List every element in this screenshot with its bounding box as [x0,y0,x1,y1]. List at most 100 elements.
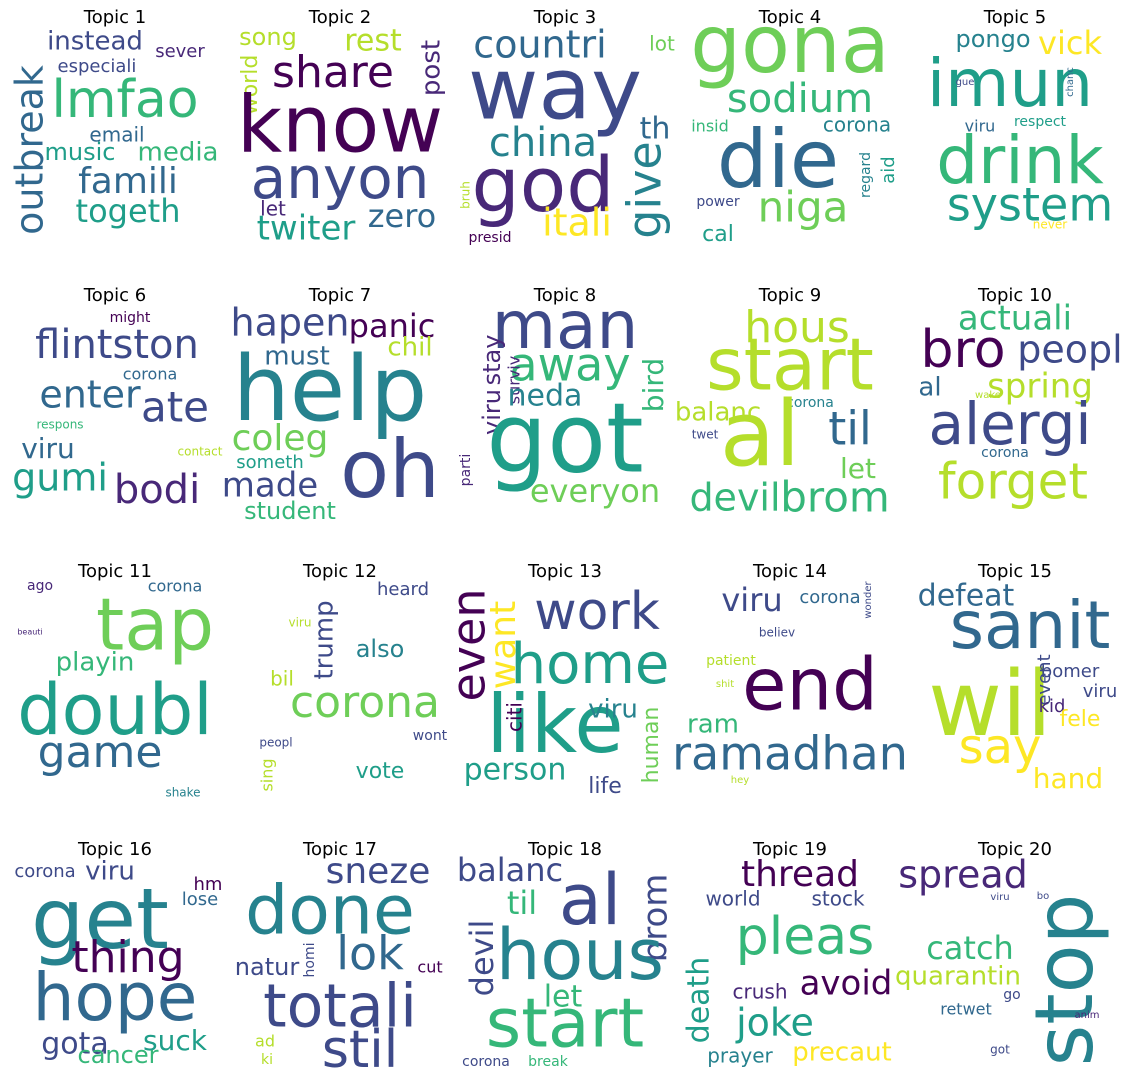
word: corona [290,677,440,728]
word: end [742,643,878,727]
word: thing [71,932,184,983]
word: way [468,39,642,139]
word: done [245,872,415,951]
word: stop [1018,894,1111,1067]
word: doubl [17,669,213,751]
word: lose [182,889,218,910]
word: corona [981,445,1029,461]
word: help [233,337,428,442]
panel-title: Topic 7 [308,285,371,306]
word: oh [340,423,440,516]
word: bil [270,667,294,691]
word: like [486,678,623,771]
word: drink [936,122,1104,199]
word: imun [927,45,1093,122]
word: enter [39,373,141,417]
word: cut [417,958,442,977]
word: hope [33,959,198,1036]
word: brom [780,473,890,522]
word: crush [733,980,788,1004]
panel-title: Topic 8 [533,285,596,306]
word: everyon [530,472,660,510]
word-cloud-panel: Topic 15defeatsanitwileventbomervirukidf… [918,561,1118,795]
word: corona [123,365,178,384]
word: hous [744,302,850,353]
word: joke [735,1001,814,1045]
word: instead [47,27,143,57]
word: brom [636,874,676,963]
word: parti [458,454,474,487]
word: itali [542,201,612,245]
word: man [492,287,639,364]
word: catch [926,929,1014,967]
word: avoid [800,964,893,1004]
word: media [138,138,219,168]
word: til [507,884,537,922]
word: bird [637,358,670,412]
word: insid [691,117,729,136]
word: al [918,373,941,403]
panel-title: Topic 9 [758,285,821,306]
word: contact [178,445,223,459]
word: ago [27,578,53,594]
word: balanc [675,398,761,428]
panel-title: Topic 14 [752,561,827,582]
word: must [264,342,330,372]
word: respect [1014,114,1067,130]
panel-title: Topic 18 [527,839,602,860]
word: vote [356,759,405,784]
word: bo [1037,891,1049,902]
word: alergi [928,390,1091,458]
word: die [717,113,839,206]
word: corona [14,861,75,882]
word: human [639,707,664,784]
word: bro [920,320,1005,380]
word: sever [155,41,205,62]
word: viru [478,389,506,435]
word: sing [258,758,277,791]
word: viru [289,616,312,630]
panel-title: Topic 17 [302,839,377,860]
word: even [442,589,496,702]
word: vick [1038,24,1102,62]
word: corona [148,577,203,596]
word: peopl [1017,328,1122,372]
word: pleas [736,907,874,967]
word: ate [141,383,209,432]
word: world [705,887,760,911]
word: flintston [35,322,199,368]
word: tap [96,583,214,667]
word: world [238,55,263,116]
word: shit [716,679,734,690]
word: twiter [257,209,356,249]
word: homi [302,943,318,978]
panel-title: Topic 2 [308,7,371,28]
word: stock [811,887,864,911]
word: playin [56,648,135,678]
word: event [1034,654,1055,705]
word: forget [938,453,1088,511]
word: start [486,985,644,1064]
word: post [417,40,447,96]
word: citi [503,702,527,732]
word: devil [689,476,780,520]
word: got [990,1043,1010,1057]
word: let [260,197,286,221]
panel-title: Topic 16 [77,839,152,860]
word: especiali [58,56,137,77]
word: countri [473,23,606,67]
word: system [947,178,1113,232]
word: share [272,47,394,98]
word: sanit [950,587,1111,664]
word: wonder [863,580,874,618]
panel-title: Topic 15 [977,561,1052,582]
word: gona [690,0,889,91]
word: got [486,382,643,494]
